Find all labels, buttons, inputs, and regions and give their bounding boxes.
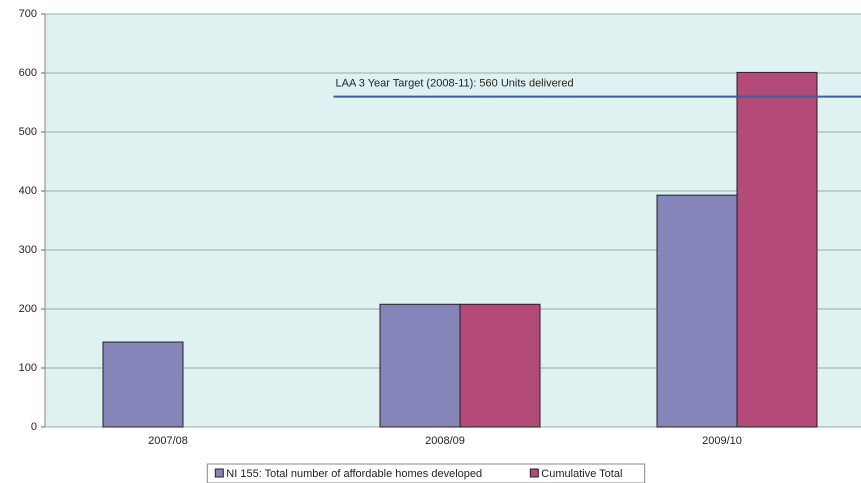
bar bbox=[459, 303, 541, 428]
x-tick-label: 2007/08 bbox=[148, 435, 188, 447]
y-tick-label: 100 bbox=[19, 362, 37, 374]
y-tick-label: 400 bbox=[19, 185, 37, 197]
legend-swatch bbox=[214, 468, 224, 478]
bar bbox=[379, 303, 461, 428]
legend-label: Cumulative Total bbox=[541, 468, 622, 480]
y-tick-label: 500 bbox=[19, 126, 37, 138]
legend-label: NI 155: Total number of affordable homes… bbox=[226, 468, 482, 480]
y-tick-label: 0 bbox=[31, 421, 37, 433]
y-tick-label: 600 bbox=[19, 67, 37, 79]
y-tick-label: 700 bbox=[19, 8, 37, 20]
bar bbox=[656, 194, 738, 428]
legend: NI 155: Total number of affordable homes… bbox=[206, 463, 646, 483]
x-tick-label: 2009/10 bbox=[702, 435, 742, 447]
y-tick-label: 300 bbox=[19, 244, 37, 256]
bar bbox=[102, 341, 184, 428]
bar bbox=[736, 71, 818, 428]
target-label: LAA 3 Year Target (2008-11): 560 Units d… bbox=[336, 78, 574, 90]
x-tick-label: 2008/09 bbox=[425, 435, 465, 447]
y-tick-label: 200 bbox=[19, 303, 37, 315]
legend-swatch bbox=[529, 468, 539, 478]
